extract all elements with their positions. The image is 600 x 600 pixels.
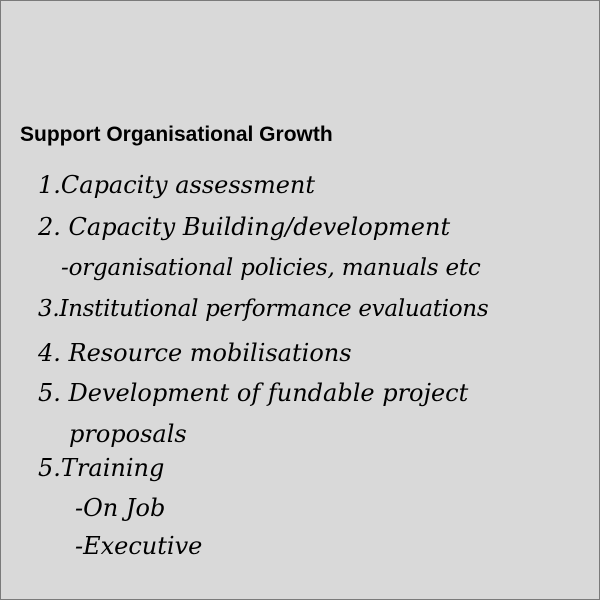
list-item-institutional-evaluations: 3.Institutional performance evaluations [38, 296, 489, 322]
list-item-capacity-assessment: 1.Capacity assessment [38, 171, 316, 199]
list-item-fundable-proposals: 5. Development of fundable project [38, 379, 469, 407]
list-item-training: 5.Training [38, 454, 165, 482]
list-subitem-on-job: -On Job [75, 494, 166, 522]
list-subitem-organisational-policies: -organisational policies, manuals etc [61, 255, 481, 281]
list-item-capacity-building: 2. Capacity Building/development [38, 213, 451, 241]
slide-heading: Support Organisational Growth [20, 123, 333, 146]
list-item-resource-mobilisations: 4. Resource mobilisations [38, 339, 352, 367]
list-item-fundable-proposals-continued: proposals [69, 420, 187, 448]
list-subitem-executive: -Executive [75, 532, 203, 560]
